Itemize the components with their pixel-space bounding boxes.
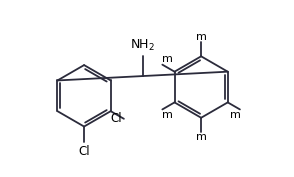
Text: m: m	[162, 110, 173, 120]
Text: m: m	[162, 54, 173, 64]
Text: m: m	[230, 110, 240, 120]
Text: NH$_2$: NH$_2$	[130, 38, 155, 53]
Text: m: m	[196, 32, 207, 42]
Text: Cl: Cl	[78, 145, 90, 158]
Text: Cl: Cl	[110, 112, 121, 125]
Text: m: m	[196, 132, 207, 142]
